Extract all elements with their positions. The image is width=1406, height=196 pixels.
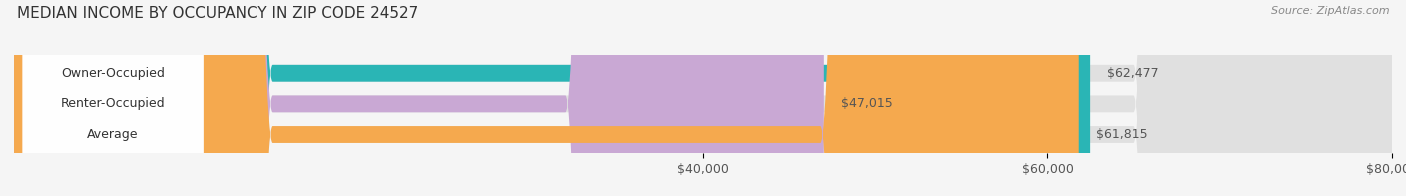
FancyBboxPatch shape	[14, 0, 1392, 196]
Text: Renter-Occupied: Renter-Occupied	[60, 97, 166, 110]
Text: $61,815: $61,815	[1095, 128, 1147, 141]
Text: $62,477: $62,477	[1108, 67, 1159, 80]
FancyBboxPatch shape	[22, 0, 204, 196]
Text: Average: Average	[87, 128, 139, 141]
Text: Source: ZipAtlas.com: Source: ZipAtlas.com	[1271, 6, 1389, 16]
FancyBboxPatch shape	[14, 0, 1078, 196]
FancyBboxPatch shape	[14, 0, 1392, 196]
FancyBboxPatch shape	[14, 0, 1392, 196]
FancyBboxPatch shape	[22, 0, 204, 196]
FancyBboxPatch shape	[14, 0, 824, 196]
Text: Owner-Occupied: Owner-Occupied	[60, 67, 165, 80]
Text: $47,015: $47,015	[841, 97, 893, 110]
FancyBboxPatch shape	[22, 0, 204, 196]
FancyBboxPatch shape	[14, 0, 1090, 196]
Text: MEDIAN INCOME BY OCCUPANCY IN ZIP CODE 24527: MEDIAN INCOME BY OCCUPANCY IN ZIP CODE 2…	[17, 6, 418, 21]
